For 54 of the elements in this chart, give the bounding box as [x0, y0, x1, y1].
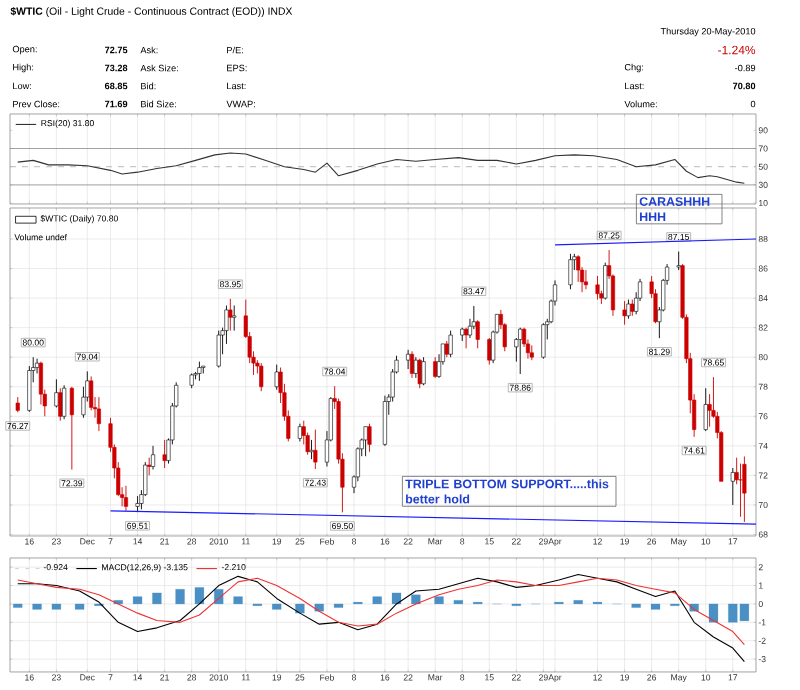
- candlestick: [417, 358, 422, 389]
- line-series: [17, 577, 745, 646]
- candlestick: [541, 322, 546, 360]
- candlestick: [162, 439, 167, 469]
- bar: [295, 603, 305, 614]
- bar: [391, 592, 402, 605]
- candlestick: [595, 275, 600, 301]
- bar: [51, 603, 61, 610]
- bar: [74, 603, 85, 610]
- candlestick: [367, 423, 372, 453]
- bar: [708, 603, 719, 623]
- candlestick: [54, 378, 59, 408]
- candlestick: [69, 386, 74, 471]
- candlestick: [382, 395, 387, 447]
- bar: [372, 596, 382, 605]
- candlestick: [232, 305, 237, 332]
- candlestick: [89, 375, 94, 411]
- candlestick: [730, 467, 735, 506]
- candlestick: [676, 251, 681, 271]
- bar: [434, 596, 444, 605]
- candlestick: [150, 445, 156, 470]
- bar: [132, 596, 143, 605]
- candlestick: [738, 463, 743, 518]
- bar: [650, 603, 661, 610]
- candlestick: [35, 358, 40, 374]
- candlestick: [622, 300, 627, 326]
- candlestick: [313, 429, 318, 470]
- candlestick: [487, 337, 492, 366]
- candlestick: [413, 356, 418, 379]
- candlestick: [471, 305, 476, 330]
- line-series: [17, 152, 745, 184]
- candlestick: [27, 365, 32, 413]
- candlestick: [309, 439, 314, 460]
- candlestick: [421, 356, 426, 386]
- bar: [152, 592, 162, 605]
- candlestick: [62, 384, 67, 420]
- candlestick: [433, 356, 438, 379]
- bar: [32, 603, 42, 610]
- bar: [272, 603, 282, 610]
- bar: [233, 596, 243, 605]
- candlestick: [742, 456, 747, 523]
- line-series: [17, 573, 745, 663]
- candlestick: [475, 319, 480, 349]
- candlestick: [216, 330, 221, 368]
- bar: [411, 594, 421, 605]
- candlestick: [259, 362, 264, 392]
- bar: [194, 587, 205, 605]
- candlestick: [603, 262, 608, 301]
- candlestick: [406, 349, 411, 370]
- candlestick: [58, 387, 63, 422]
- bar: [175, 589, 185, 605]
- candlestick: [274, 364, 279, 391]
- candlestick: [703, 387, 708, 432]
- candlestick: [583, 269, 588, 290]
